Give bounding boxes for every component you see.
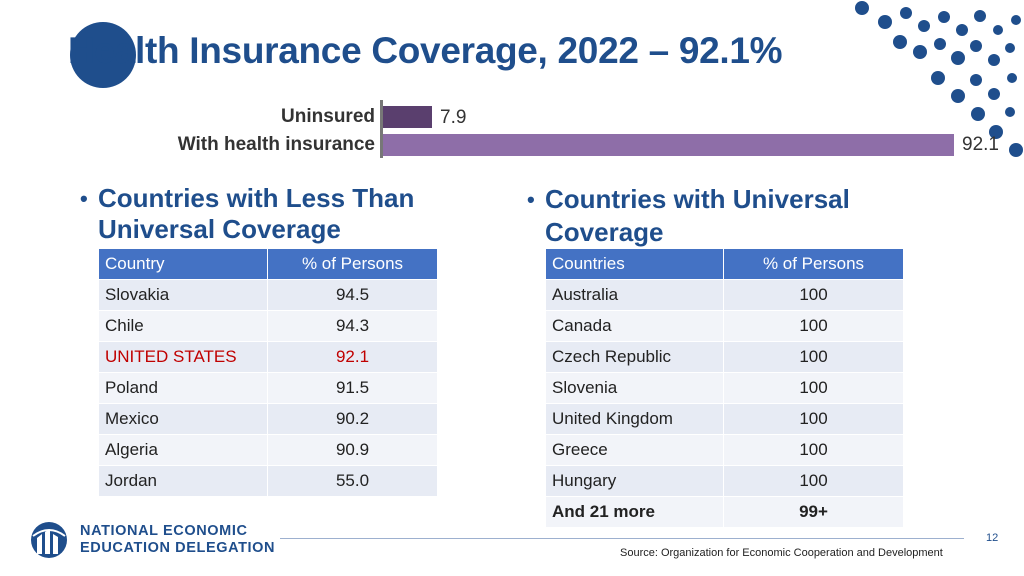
coverage-bar-chart: Uninsured With health insurance 7.9 92.1 [140, 100, 999, 162]
right-heading-line1: Countries with Universal [545, 184, 850, 214]
table-row: Australia 100 [545, 279, 904, 311]
table-row: Algeria 90.9 [98, 434, 438, 466]
country-cell: Canada [545, 310, 724, 342]
logo-globe-icon [31, 522, 67, 558]
bullet-dot-icon: • [527, 187, 535, 212]
bar-axis-line [380, 100, 383, 158]
dot-pattern-decoration [855, 1, 1023, 157]
column-header: % of Persons [267, 248, 438, 280]
country-cell: Hungary [545, 465, 724, 497]
title-circle-decoration [70, 22, 136, 88]
left-heading-line2: Universal Coverage [98, 214, 341, 244]
uninsured-label: Uninsured [281, 106, 375, 127]
column-header: Country [98, 248, 268, 280]
country-cell: Jordan [98, 465, 268, 497]
value-cell: 94.3 [267, 310, 438, 342]
country-cell: Mexico [98, 403, 268, 435]
country-cell: Australia [545, 279, 724, 311]
table-row-highlighted: UNITED STATES 92.1 [98, 341, 438, 373]
value-cell: 91.5 [267, 372, 438, 404]
less-than-universal-table: Country % of Persons Slovakia 94.5 Chile 9… [98, 248, 438, 497]
left-heading-line1: Countries with Less Than [98, 183, 415, 213]
page-title: Health Insurance Coverage, 2022 – 92.1% [68, 30, 783, 71]
table-row: Canada 100 [545, 310, 904, 342]
country-cell: UNITED STATES [98, 341, 268, 373]
value-cell: 100 [723, 403, 904, 435]
country-cell: Poland [98, 372, 268, 404]
table-row: Jordan 55.0 [98, 465, 438, 497]
country-cell: Slovakia [98, 279, 268, 311]
value-cell: 55.0 [267, 465, 438, 497]
insured-bar [383, 134, 954, 156]
country-cell: Greece [545, 434, 724, 466]
value-cell: 100 [723, 341, 904, 373]
table-row: Slovakia 94.5 [98, 279, 438, 311]
value-cell: 94.5 [267, 279, 438, 311]
bullet-dot-icon: • [80, 186, 88, 211]
country-cell: Algeria [98, 434, 268, 466]
left-section-heading: • Countries with Less Than Universal Cov… [80, 183, 415, 245]
value-cell: 100 [723, 465, 904, 497]
country-cell: Slovenia [545, 372, 724, 404]
table-row: Chile 94.3 [98, 310, 438, 342]
insured-value: 92.1 [962, 134, 999, 155]
table-row: Mexico 90.2 [98, 403, 438, 435]
table-row: Greece 100 [545, 434, 904, 466]
value-cell: 92.1 [267, 341, 438, 373]
table-header-row: Country % of Persons [98, 248, 438, 280]
column-header: Countries [545, 248, 724, 280]
right-section-heading: • Countries with Universal Coverage [527, 184, 850, 248]
footer-divider [280, 538, 964, 539]
nationaled-logo: NATIONAL ECONOMIC EDUCATION DELEGATION [30, 518, 275, 562]
table-header-row: Countries % of Persons [545, 248, 904, 280]
value-cell: 90.9 [267, 434, 438, 466]
table-row: Czech Republic 100 [545, 341, 904, 373]
column-header: % of Persons [723, 248, 904, 280]
country-cell: Chile [98, 310, 268, 342]
uninsured-value: 7.9 [440, 107, 467, 128]
uninsured-bar [383, 106, 432, 128]
value-cell: 100 [723, 372, 904, 404]
country-cell: And 21 more [545, 496, 724, 528]
value-cell: 100 [723, 434, 904, 466]
source-citation: Source: Organization for Economic Cooper… [620, 547, 943, 559]
page-number: 12 [986, 532, 999, 544]
logo-line2: EDUCATION DELEGATION [80, 540, 276, 556]
table-row-summary: And 21 more 99+ [545, 496, 904, 528]
right-heading-line2: Coverage [545, 217, 664, 247]
table-row: Poland 91.5 [98, 372, 438, 404]
value-cell: 90.2 [267, 403, 438, 435]
insured-label: With health insurance [177, 134, 375, 155]
value-cell: 99+ [723, 496, 904, 528]
value-cell: 100 [723, 310, 904, 342]
table-row: United Kingdom 100 [545, 403, 904, 435]
country-cell: Czech Republic [545, 341, 724, 373]
table-row: Hungary 100 [545, 465, 904, 497]
universal-coverage-table: Countries % of Persons Australia 100 Cana… [545, 248, 904, 528]
table-row: Slovenia 100 [545, 372, 904, 404]
country-cell: United Kingdom [545, 403, 724, 435]
logo-line1: NATIONAL ECONOMIC [80, 523, 248, 539]
value-cell: 100 [723, 279, 904, 311]
